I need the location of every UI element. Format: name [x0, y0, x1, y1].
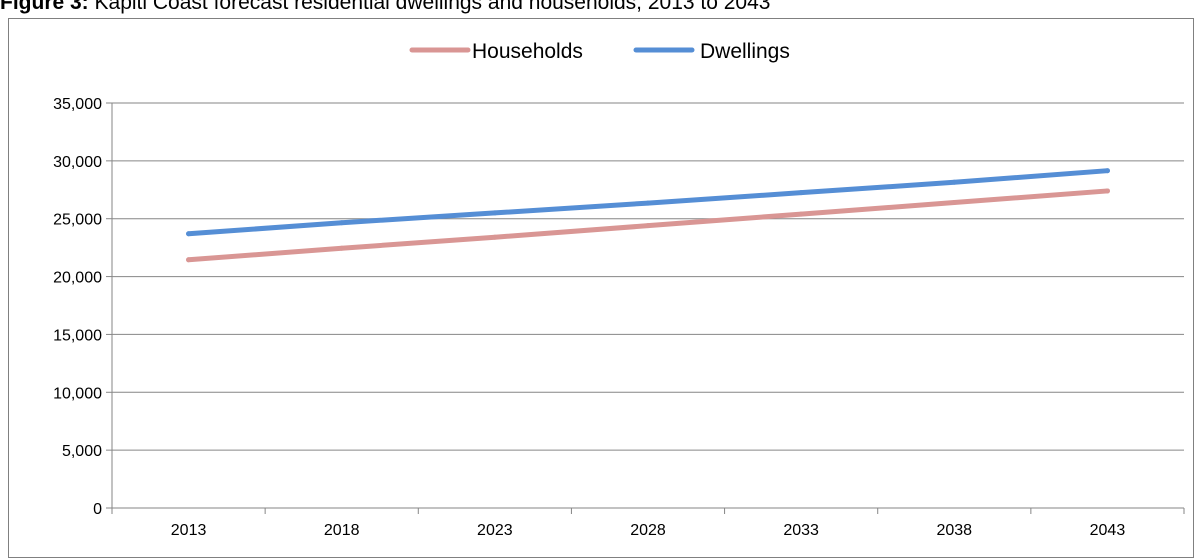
- y-tick-label: 30,000: [53, 154, 102, 171]
- data-point-households: [798, 211, 804, 217]
- x-tick-label: 2043: [1090, 522, 1126, 539]
- y-tick-label: 5,000: [62, 443, 102, 460]
- y-tick-label: 25,000: [53, 212, 102, 229]
- legend-label-dwellings: Dwellings: [700, 40, 790, 63]
- x-tick-label: 2028: [630, 522, 666, 539]
- data-point-dwellings: [798, 190, 804, 196]
- series-lines: [186, 168, 1110, 263]
- data-point-dwellings: [951, 179, 957, 185]
- figure-caption-text: Kapiti Coast forecast residential dwelli…: [94, 0, 771, 14]
- x-tick-label: 2033: [783, 522, 819, 539]
- x-tick-label: 2038: [936, 522, 972, 539]
- y-tick-label: 35,000: [53, 96, 102, 113]
- data-point-households: [339, 245, 345, 251]
- legend: Households Dwellings: [409, 40, 790, 63]
- data-point-dwellings: [1104, 168, 1110, 174]
- figure-caption: Figure 3: Kapiti Coast forecast resident…: [0, 0, 1200, 14]
- chart-frame: [8, 18, 1194, 558]
- data-point-households: [186, 257, 192, 263]
- axes: [106, 102, 1185, 514]
- data-point-households: [1104, 188, 1110, 194]
- data-point-households: [645, 223, 651, 229]
- y-tick-label: 10,000: [53, 385, 102, 402]
- data-point-dwellings: [339, 220, 345, 226]
- y-tick-label: 20,000: [53, 270, 102, 287]
- data-point-dwellings: [186, 231, 192, 237]
- x-tick-labels: 2013 2018 2023 2028 2033 2038 2043: [171, 522, 1126, 539]
- data-point-households: [492, 234, 498, 240]
- data-point-dwellings: [645, 200, 651, 206]
- legend-label-households: Households: [472, 40, 583, 63]
- data-point-households: [951, 200, 957, 206]
- y-tick-label: 15,000: [53, 327, 102, 344]
- x-tick-label: 2018: [324, 522, 360, 539]
- x-tick-label: 2023: [477, 522, 513, 539]
- x-tick-label: 2013: [171, 522, 207, 539]
- gridlines: [112, 102, 1184, 451]
- y-tick-label: 0: [93, 501, 102, 518]
- data-point-dwellings: [492, 210, 498, 216]
- y-tick-labels: 0 5,000 10,000 15,000 20,000 25,000 30,000 35,0…: [53, 96, 102, 518]
- figure-caption-label: Figure 3:: [0, 0, 89, 14]
